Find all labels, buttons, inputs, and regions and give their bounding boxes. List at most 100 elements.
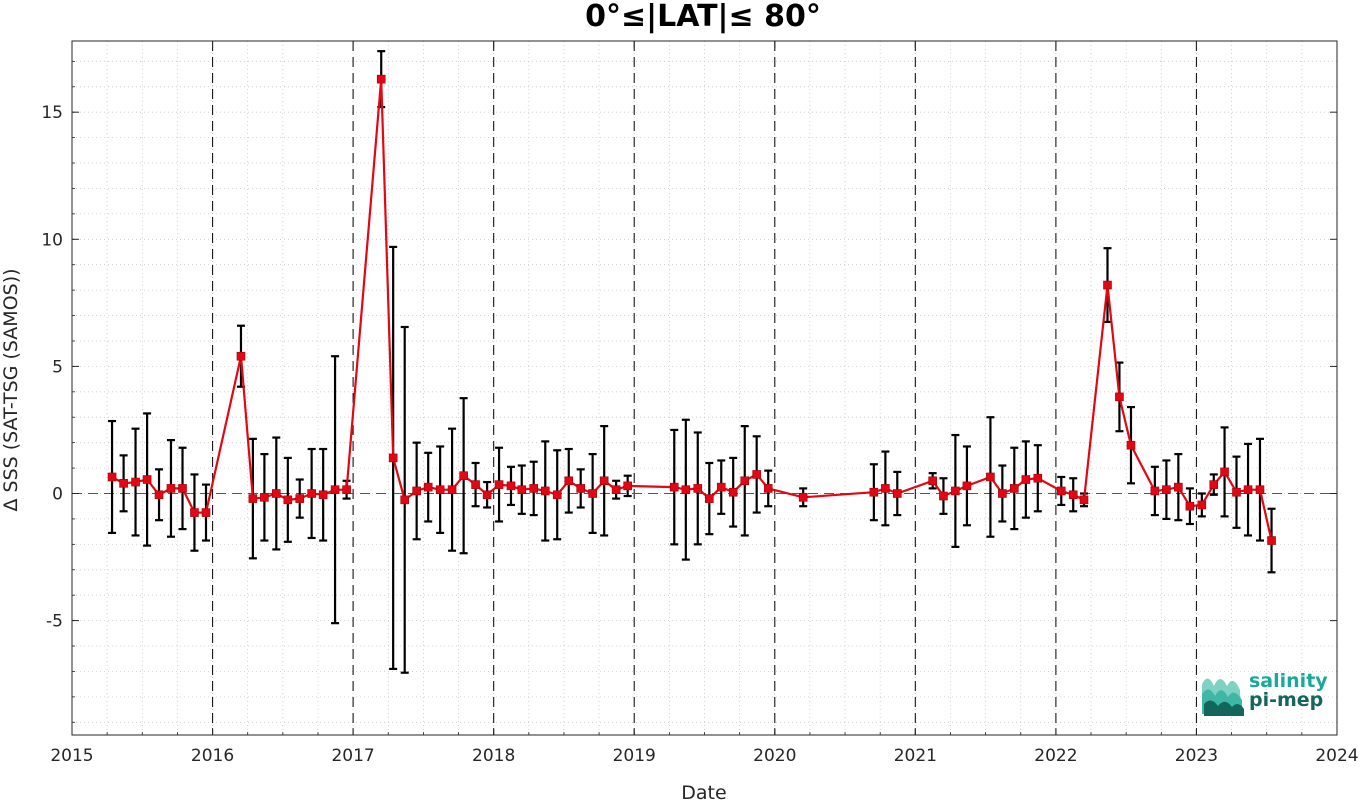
data-point-marker	[693, 484, 703, 493]
data-point-marker	[272, 489, 281, 498]
data-point-marker	[939, 491, 948, 501]
x-axis-label: Date	[681, 782, 726, 801]
logo-text-pi-mep: pi-mep	[1249, 689, 1323, 711]
data-point-marker	[1033, 473, 1043, 483]
data-point-marker	[459, 471, 468, 481]
data-point-marker	[798, 493, 808, 502]
data-point-marker	[1150, 486, 1160, 496]
x-tick-label: 2019	[613, 746, 656, 766]
data-point-marker	[1243, 485, 1253, 494]
salinity-pi-mep-logo: salinity pi-mep	[1202, 670, 1328, 716]
data-point-marker	[201, 508, 211, 517]
y-tick-label: -5	[46, 612, 63, 632]
data-point-marker	[1103, 280, 1112, 290]
data-point-marker	[295, 494, 305, 503]
data-point-marker	[236, 351, 246, 361]
data-point-marker	[154, 490, 164, 500]
data-point-marker	[412, 486, 421, 496]
data-point-marker	[540, 486, 550, 496]
x-tick-label: 2020	[753, 746, 796, 766]
data-point-marker	[1079, 495, 1089, 505]
data-point-marker	[529, 484, 539, 493]
data-point-marker	[1232, 487, 1241, 497]
data-point-marker	[131, 477, 140, 487]
data-point-marker	[752, 470, 761, 479]
data-point-marker	[494, 480, 504, 489]
data-point-marker	[1021, 475, 1031, 484]
y-tick-label: 10	[41, 230, 63, 250]
data-point-marker	[248, 494, 258, 503]
x-tick-label: 2024	[1315, 746, 1358, 766]
data-point-marker	[705, 494, 714, 503]
data-point-marker	[716, 482, 726, 492]
wave-icon	[1202, 678, 1244, 716]
y-tick-label: 15	[41, 103, 63, 123]
data-point-marker	[1267, 536, 1276, 545]
data-point-marker	[611, 485, 621, 494]
data-point-marker	[1115, 392, 1124, 402]
x-tick-label: 2016	[191, 746, 234, 766]
data-point-marker	[1174, 482, 1183, 492]
data-point-marker	[1197, 500, 1207, 510]
data-point-marker	[962, 481, 972, 491]
data-point-marker	[951, 486, 960, 496]
data-point-marker	[869, 487, 879, 497]
data-point-marker	[1068, 490, 1078, 500]
data-point-marker	[669, 482, 679, 492]
x-tick-label: 2021	[894, 746, 937, 766]
data-point-marker	[986, 472, 995, 482]
data-point-marker	[998, 489, 1007, 498]
x-tick-label: 2022	[1034, 746, 1077, 766]
data-point-marker	[740, 476, 750, 486]
year-separators	[212, 41, 1197, 735]
x-tick-label: 2015	[50, 746, 93, 766]
data-point-marker	[260, 493, 269, 502]
logo-text-salinity: salinity	[1249, 670, 1328, 692]
data-point-marker	[1185, 501, 1195, 511]
x-tick-label: 2023	[1175, 746, 1218, 766]
data-point-marker	[1009, 484, 1019, 493]
data-point-marker	[552, 490, 562, 500]
series-markers	[107, 74, 1276, 545]
data-point-marker	[435, 485, 445, 494]
data-point-marker	[881, 484, 890, 493]
data-point-marker	[107, 472, 117, 482]
axis-ticks	[71, 41, 1338, 735]
data-point-marker	[283, 495, 293, 505]
data-point-marker	[588, 489, 597, 498]
data-point-marker	[928, 476, 937, 486]
y-axis-label: Δ SSS (SAT-TSG (SAMOS))	[0, 268, 22, 511]
data-point-marker	[1209, 480, 1219, 489]
data-point-marker	[178, 484, 187, 493]
data-point-marker	[1056, 486, 1066, 496]
data-point-marker	[506, 481, 516, 491]
chart-title: 0°≤|LAT|≤ 80°	[585, 0, 821, 34]
data-point-marker	[376, 74, 386, 84]
x-tick-label: 2017	[331, 746, 374, 766]
data-point-marker	[447, 485, 457, 494]
data-point-marker	[166, 484, 176, 493]
y-tick-label: 0	[52, 484, 63, 504]
data-point-marker	[599, 476, 609, 486]
data-point-marker	[190, 508, 199, 517]
data-point-marker	[388, 453, 398, 463]
data-point-marker	[763, 484, 773, 493]
data-point-marker	[681, 485, 691, 494]
data-point-marker	[119, 479, 128, 488]
data-point-marker	[576, 484, 585, 493]
data-point-marker	[1162, 485, 1171, 494]
data-point-marker	[1220, 467, 1229, 477]
y-tick-labels: -5 0 5 10 15	[41, 103, 63, 631]
error-bars	[108, 50, 1276, 674]
data-point-marker	[330, 485, 340, 494]
data-point-marker	[342, 485, 351, 494]
data-point-marker	[423, 482, 433, 492]
data-point-marker	[1126, 440, 1136, 450]
data-point-marker	[482, 490, 492, 500]
data-point-marker	[517, 485, 527, 494]
data-point-marker	[471, 480, 480, 489]
x-tick-label: 2018	[472, 746, 515, 766]
y-tick-label: 5	[52, 357, 63, 377]
data-point-marker	[400, 495, 410, 505]
